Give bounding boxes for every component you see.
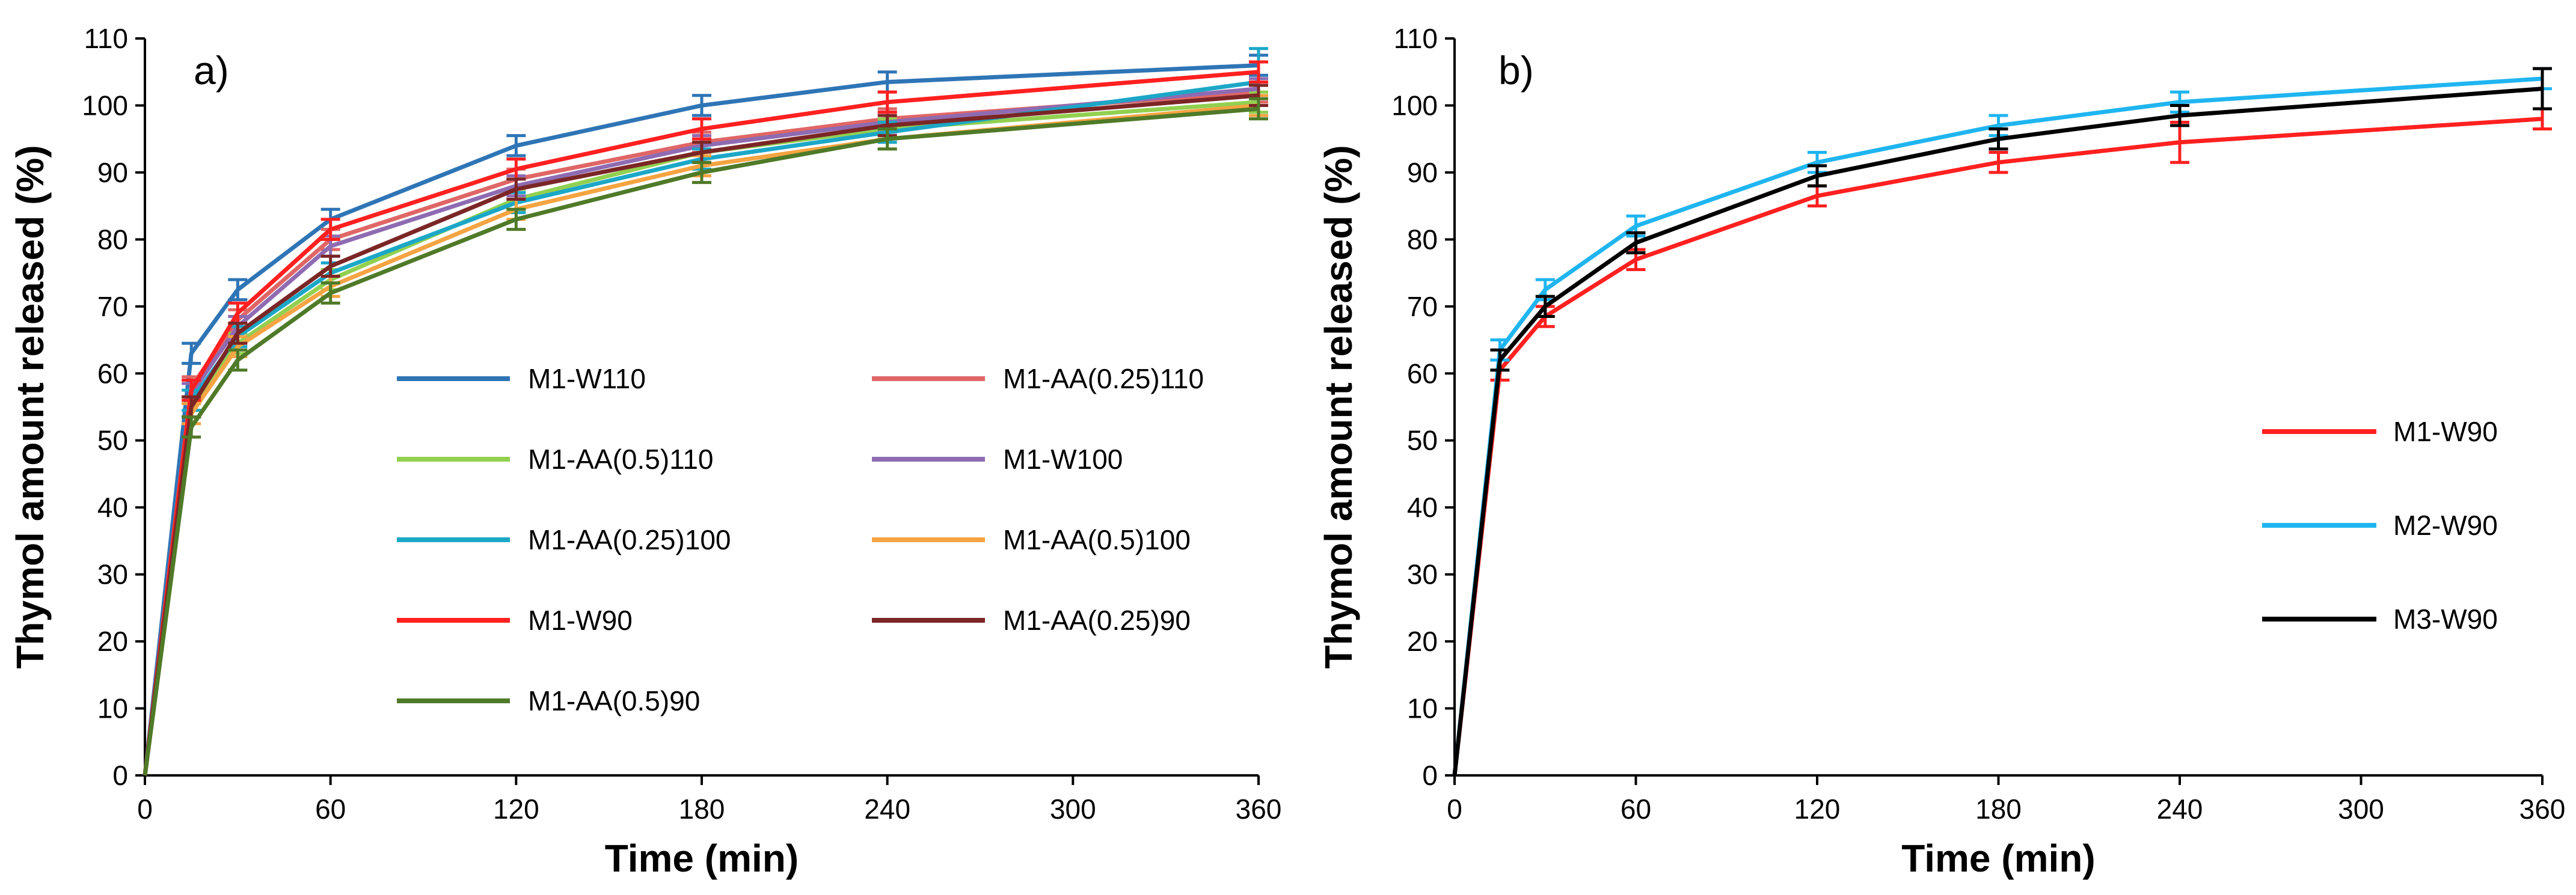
x-axis-title: Time (min) [605,837,799,880]
y-tick-label: 80 [1407,224,1438,255]
x-tick-label: 180 [679,793,725,825]
y-tick-label: 110 [84,23,128,54]
series-line [143,79,1259,776]
legend: M1-W110 M1-AA(0.25)110 M1-AA(0.5)110 M1-W10… [397,363,1204,716]
x-tick-label: 0 [137,793,153,825]
y-tick-label: 40 [97,492,128,523]
y-tick-label: 100 [82,90,128,121]
y-tick-label: 90 [1407,157,1438,188]
y-tick-label: 80 [97,224,128,255]
x-tick-label: 60 [315,793,346,825]
series-M3-W90 [1452,67,2552,776]
legend: M1-W90 M2-W90 M3-W90 [2262,416,2498,635]
panel-label: b) [1498,48,1534,93]
legend-label: M1-W110 [528,363,646,394]
y-tick-label: 110 [1394,23,1438,54]
x-tick-label: 300 [1050,793,1096,825]
x-tick-label: 180 [1975,793,2022,825]
series-line [143,93,1259,776]
y-tick-label: 60 [97,358,128,389]
panel-a: 0 10 20 30 40 50 60 70 80 90 100 110 0 60 120 180 240 300… [8,23,1281,880]
x-tick-label: 0 [1447,793,1462,825]
y-tick-label: 10 [97,693,128,724]
series-line [143,106,1259,776]
x-tick-label: 240 [2157,793,2203,825]
series-line [143,87,1259,776]
series-M1-AA(0.5)100 [143,94,1268,776]
legend-label: M1-AA(0.25)90 [1003,605,1191,636]
series-M1-W90 [1452,107,2552,776]
y-tick-label: 30 [97,559,128,590]
x-tick-label: 120 [1794,793,1841,825]
y-tick-label: 40 [1407,492,1438,523]
y-tick-label: 50 [1407,425,1438,456]
series-line [143,100,1259,776]
legend-label: M1-AA(0.5)90 [528,685,700,716]
y-tick-label: 0 [1422,760,1438,791]
y-tick-label: 30 [1407,559,1438,590]
series-line [143,70,1259,776]
y-tick-label: 60 [1407,358,1438,389]
y-tick-label: 20 [1407,626,1438,657]
y-tick-label: 20 [97,626,128,657]
series-line [1452,117,2543,776]
y-tick-label: 50 [97,425,128,456]
series-line [1452,87,2543,776]
x-axis-title: Time (min) [1901,837,2095,880]
y-tick-label: 70 [97,291,128,322]
legend-label: M1-AA(0.5)110 [528,444,714,475]
series-M1-AA(0.5)110 [143,90,1268,776]
series-M1-AA(0.25)110 [143,80,1268,776]
legend-label: M1-W90 [2393,416,2498,447]
series-line [143,90,1259,776]
y-axis-title: Thymol amount released (%) [1317,145,1360,668]
x-tick-label: 60 [1621,793,1651,825]
x-tick-label: 360 [1236,793,1282,825]
y-tick-label: 10 [1407,693,1438,724]
series-M2-W90 [1452,67,2552,776]
x-tick-label: 240 [864,793,910,825]
y-tick-label: 70 [1407,291,1438,322]
x-tick-label: 360 [2519,793,2566,825]
panel-b: 0 10 20 30 40 50 60 70 80 90 100 110 0 60 120 180 240 300… [1317,23,2565,880]
series-M1-AA(0.5)90 [143,97,1268,776]
series-line [1452,76,2543,776]
y-tick-label: 100 [1391,90,1438,121]
legend-label: M1-W100 [1003,444,1123,475]
legend-label: M1-AA(0.5)100 [1003,524,1191,555]
legend-label: M2-W90 [2393,510,2498,541]
y-axis-title: Thymol amount released (%) [8,145,52,668]
series-M1-AA(0.25)100 [143,47,1268,776]
legend-label: M3-W90 [2393,603,2498,635]
panel-label: a) [194,48,229,93]
y-tick-label: 0 [112,760,128,791]
series-M1-AA(0.25)90 [143,84,1268,776]
legend-label: M1-W90 [528,605,633,636]
legend-label: M1-AA(0.25)100 [528,524,731,555]
x-tick-label: 120 [493,793,539,825]
legend-label: M1-AA(0.25)110 [1003,363,1204,394]
x-tick-label: 300 [2338,793,2384,825]
series-line [143,103,1259,776]
y-tick-label: 90 [97,157,128,188]
